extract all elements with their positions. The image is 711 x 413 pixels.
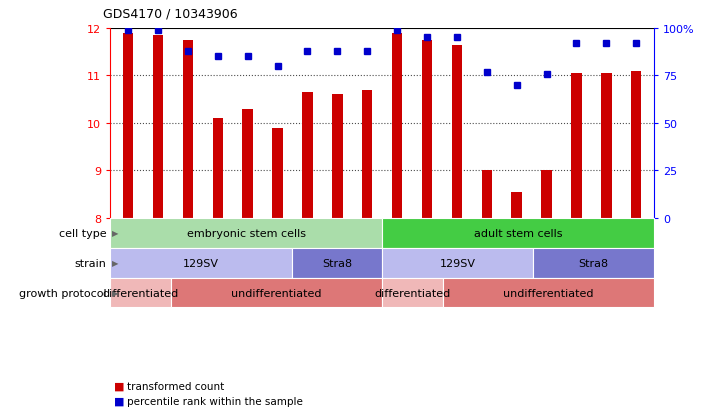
Text: percentile rank within the sample: percentile rank within the sample <box>127 396 302 406</box>
Text: Stra8: Stra8 <box>579 258 609 268</box>
Bar <box>422 41 432 218</box>
Bar <box>153 36 164 218</box>
Bar <box>302 93 313 218</box>
Bar <box>541 171 552 218</box>
Bar <box>601 74 611 218</box>
Text: GDS4170 / 10343906: GDS4170 / 10343906 <box>103 8 237 21</box>
Text: growth protocol: growth protocol <box>19 288 107 298</box>
Text: ■: ■ <box>114 396 124 406</box>
Text: ▶: ▶ <box>112 259 119 268</box>
Bar <box>451 45 462 218</box>
Bar <box>392 33 402 218</box>
Text: adult stem cells: adult stem cells <box>474 228 562 238</box>
Text: cell type: cell type <box>59 228 107 238</box>
Bar <box>631 71 641 218</box>
Bar <box>171 278 383 308</box>
Bar <box>213 119 223 218</box>
Text: ▶: ▶ <box>112 288 119 297</box>
Bar <box>110 218 383 248</box>
Text: Stra8: Stra8 <box>322 258 352 268</box>
Bar <box>362 90 373 218</box>
Bar <box>533 248 654 278</box>
Text: undifferentiated: undifferentiated <box>231 288 321 298</box>
Text: 129SV: 129SV <box>183 258 219 268</box>
Bar <box>242 109 253 218</box>
Bar <box>383 248 533 278</box>
Text: undifferentiated: undifferentiated <box>503 288 594 298</box>
Bar <box>571 74 582 218</box>
Bar <box>110 278 171 308</box>
Text: transformed count: transformed count <box>127 381 224 391</box>
Bar <box>272 128 283 218</box>
Bar <box>292 248 383 278</box>
Bar <box>110 248 292 278</box>
Bar <box>123 33 134 218</box>
Text: differentiated: differentiated <box>374 288 451 298</box>
Text: strain: strain <box>75 258 107 268</box>
Bar <box>183 41 193 218</box>
Text: ■: ■ <box>114 381 124 391</box>
Text: 129SV: 129SV <box>439 258 476 268</box>
Text: ▶: ▶ <box>112 229 119 238</box>
Bar <box>442 278 654 308</box>
Bar <box>332 95 343 218</box>
Bar <box>383 278 442 308</box>
Bar <box>511 192 522 218</box>
Text: embryonic stem cells: embryonic stem cells <box>187 228 306 238</box>
Text: differentiated: differentiated <box>102 288 178 298</box>
Bar <box>383 218 654 248</box>
Bar <box>481 171 492 218</box>
